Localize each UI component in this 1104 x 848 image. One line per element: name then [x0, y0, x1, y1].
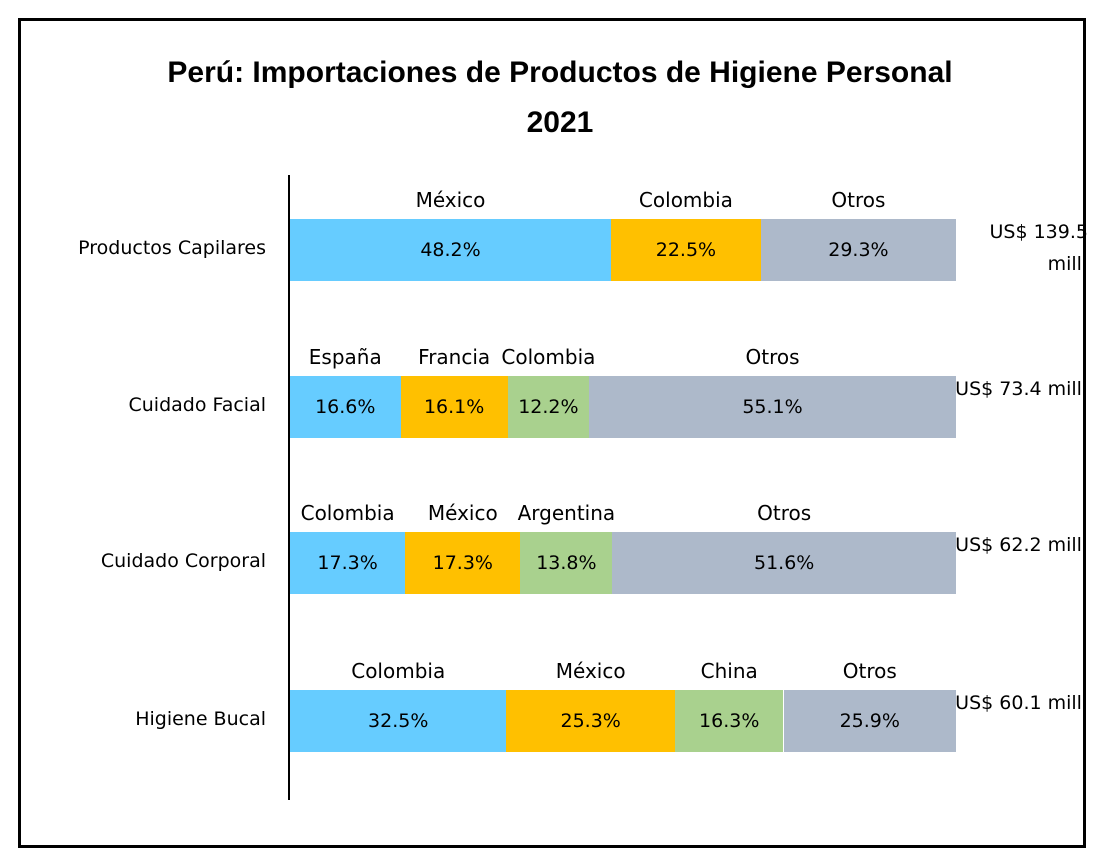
y-axis-line — [288, 175, 290, 800]
total-label: US$ 73.4 mill. — [955, 378, 1088, 400]
bar-segment: 16.3% — [674, 690, 784, 752]
value-label: 22.5% — [655, 239, 717, 261]
segment-name: Colombia — [638, 188, 733, 212]
value-label: 17.3% — [432, 552, 493, 574]
total-label: US$ 62.2 mill. — [955, 534, 1088, 556]
segment-name: Colombia — [351, 659, 446, 683]
bar-segment: 12.2% — [507, 376, 590, 438]
chart-title: Perú: Importaciones de Productos de Higi… — [167, 56, 953, 139]
bar-segment: 25.9% — [783, 690, 956, 752]
bar-segment: 25.3% — [506, 690, 675, 752]
segment-name: Colombia — [300, 501, 395, 525]
segment-name: Argentina — [517, 501, 616, 525]
bar-segment: 48.2% — [290, 219, 611, 281]
category-label: Cuidado Corporal — [100, 550, 266, 572]
value-label: 55.1% — [742, 396, 803, 418]
segment-name: Otros — [745, 345, 800, 369]
value-label: 12.2% — [518, 396, 579, 418]
bar-segment: 17.3% — [405, 532, 521, 594]
value-label: 29.3% — [828, 239, 889, 261]
chart: Perú: Importaciones de Productos de Higi… — [18, 18, 1089, 848]
value-label: 25.9% — [839, 710, 900, 732]
value-label: 25.3% — [560, 710, 621, 732]
bar-segment: 55.1% — [589, 376, 956, 438]
value-label: 48.2% — [420, 239, 481, 261]
value-label: 32.5% — [368, 710, 429, 732]
bar-segment: 17.3% — [290, 532, 406, 594]
segment-name: Colombia — [501, 345, 596, 369]
category-label: Higiene Bucal — [135, 708, 266, 730]
category-label: Productos Capilares — [78, 237, 266, 259]
bar-segment: 13.8% — [520, 532, 613, 594]
segment-name: México — [427, 501, 498, 525]
segment-name: Otros — [831, 188, 886, 212]
value-label: 13.8% — [536, 552, 597, 574]
bar-segment: 29.3% — [760, 219, 956, 281]
category-label: Cuidado Facial — [128, 394, 267, 416]
segment-name: Otros — [842, 659, 897, 683]
value-label: 16.1% — [423, 396, 485, 418]
bar-segment: 16.6% — [290, 376, 401, 438]
bar-segment: 51.6% — [612, 532, 956, 594]
bar-segment: 32.5% — [290, 690, 507, 752]
segment-name: México — [415, 188, 486, 212]
segment-name: España — [308, 345, 382, 369]
value-label: 16.6% — [315, 396, 376, 418]
total-label: US$ 60.1 mill. — [955, 692, 1088, 714]
segment-name: Otros — [757, 501, 812, 525]
segment-name: Francia — [418, 345, 491, 369]
value-label: 16.3% — [699, 710, 760, 732]
segment-name: China — [700, 659, 758, 683]
bar-segment: 22.5% — [611, 219, 761, 281]
value-label: 17.3% — [317, 552, 378, 574]
segment-name: México — [555, 659, 626, 683]
bar-segment: 16.1% — [400, 376, 508, 438]
total-label: US$ 139.5 mill. — [989, 221, 1089, 275]
value-label: 51.6% — [753, 552, 815, 574]
